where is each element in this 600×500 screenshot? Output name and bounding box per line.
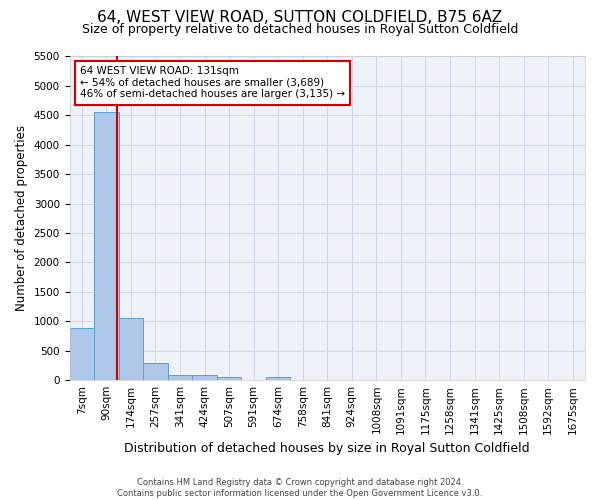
Text: 64, WEST VIEW ROAD, SUTTON COLDFIELD, B75 6AZ: 64, WEST VIEW ROAD, SUTTON COLDFIELD, B7… bbox=[97, 10, 503, 25]
Bar bbox=[192, 376, 217, 380]
Bar bbox=[94, 112, 119, 380]
Bar bbox=[168, 375, 192, 380]
Bar bbox=[70, 328, 94, 380]
Bar bbox=[119, 318, 143, 380]
X-axis label: Distribution of detached houses by size in Royal Sutton Coldfield: Distribution of detached houses by size … bbox=[124, 442, 530, 455]
Text: Contains HM Land Registry data © Crown copyright and database right 2024.
Contai: Contains HM Land Registry data © Crown c… bbox=[118, 478, 482, 498]
Text: 64 WEST VIEW ROAD: 131sqm
← 54% of detached houses are smaller (3,689)
46% of se: 64 WEST VIEW ROAD: 131sqm ← 54% of detac… bbox=[80, 66, 345, 100]
Bar bbox=[143, 363, 168, 380]
Text: Size of property relative to detached houses in Royal Sutton Coldfield: Size of property relative to detached ho… bbox=[82, 22, 518, 36]
Y-axis label: Number of detached properties: Number of detached properties bbox=[15, 126, 28, 312]
Bar bbox=[266, 376, 290, 380]
Bar bbox=[217, 376, 241, 380]
